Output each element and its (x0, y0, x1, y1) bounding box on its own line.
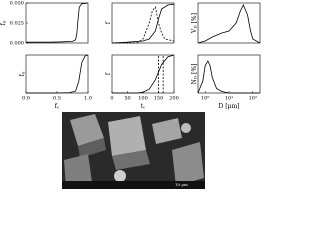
x-tick-label: 10² (249, 96, 257, 102)
x-axis-label: fc (55, 103, 60, 110)
series-line (197, 60, 260, 94)
y-tick-label: 0.050 (10, 1, 24, 7)
y-axis-label: VD [%] (191, 13, 198, 34)
y-axis-label: ND [%] (191, 64, 198, 85)
plot-frame (197, 2, 261, 44)
sem-image (62, 112, 205, 189)
x-tick-label: 100 (138, 96, 148, 102)
series-line (26, 54, 89, 94)
y-axis-label-after: [%] (191, 13, 198, 25)
x-axis-label-text: D [μm] (219, 103, 240, 110)
y-axis-label-text: f (19, 73, 26, 76)
y-axis-label: fS (0, 20, 7, 25)
series-line (26, 2, 89, 43)
x-tick-label: 0.0 (22, 96, 30, 102)
y-axis-label-sub: D (193, 76, 198, 79)
y-axis-label-sub: S (21, 71, 26, 74)
x-tick-label: 10⁰ (201, 96, 209, 102)
y-tick-label: 0.025 (10, 21, 24, 27)
y-axis-label-sub: S (2, 20, 7, 23)
series-line (112, 54, 175, 94)
x-axis-label-sub: c (57, 105, 60, 110)
x-tick-label: 150 (154, 96, 164, 102)
x-axis-label: D [μm] (219, 103, 240, 110)
y-axis-label: f (105, 72, 112, 75)
y-tick-label: 0.000 (10, 41, 24, 47)
y-axis-label-text: N (191, 79, 198, 84)
scale-label: 10 μm (175, 182, 188, 187)
y-axis-label: fS (19, 71, 26, 76)
x-tick-label: 0.5 (53, 96, 61, 102)
y-axis-label-text: f (105, 72, 112, 75)
y-axis-label: f (105, 21, 112, 24)
x-tick-label: 1.0 (84, 96, 92, 102)
plot-frame (25, 2, 89, 44)
series-line (197, 4, 261, 44)
x-tick-label: 50 (124, 96, 130, 102)
x-axis-label: tc (141, 103, 146, 110)
x-tick-label: 200 (169, 96, 179, 102)
y-axis-label-text: f (105, 21, 112, 24)
series-line (111, 3, 175, 44)
y-axis-label-after: [%] (191, 64, 198, 76)
x-axis-label-sub: c (143, 105, 146, 110)
y-axis-label-text: V (191, 28, 198, 34)
x-axis-label-text: f (55, 103, 58, 110)
y-axis-label-sub: D (193, 25, 198, 28)
x-tick-label: 10¹ (225, 96, 233, 102)
plot-frame (25, 54, 89, 94)
plot-frame (197, 54, 261, 94)
x-tick-label: 0 (110, 96, 113, 102)
plot-frame (111, 2, 175, 44)
x-axis-label-text: t (141, 103, 144, 110)
y-axis-label-text: f (0, 22, 7, 25)
series-line (112, 6, 175, 44)
